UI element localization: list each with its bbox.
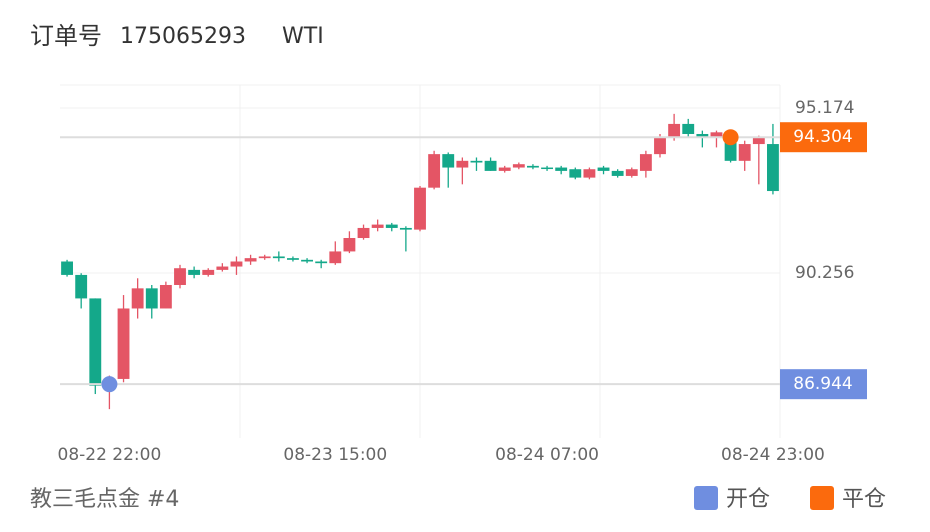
- candle-body: [611, 170, 624, 176]
- candle-body: [329, 251, 342, 264]
- legend-label: 平仓: [842, 487, 886, 512]
- order-label: 订单号: [30, 22, 102, 50]
- candle-body: [654, 137, 666, 155]
- candle-body: [625, 169, 638, 176]
- candle-body: [272, 256, 285, 259]
- candle-body: [202, 269, 215, 275]
- x-tick-label: 08-24 23:00: [721, 445, 825, 465]
- candle-body: [555, 167, 568, 171]
- candle-body: [442, 154, 455, 168]
- candle-body: [399, 227, 412, 230]
- candle-body: [456, 160, 469, 168]
- candle-body: [541, 167, 553, 170]
- price-label: 86.944: [793, 374, 852, 394]
- y-tick-label: 95.174: [795, 98, 854, 118]
- candle-body: [75, 274, 88, 299]
- candle-body: [371, 224, 384, 228]
- trade-marker: [101, 376, 118, 393]
- candle-body: [696, 133, 709, 138]
- candle-body: [569, 169, 582, 178]
- candle-body: [159, 284, 172, 309]
- candle-body: [512, 164, 525, 168]
- legend-swatch: [694, 486, 718, 510]
- x-tick-label: 08-22 22:00: [58, 445, 162, 465]
- candle-body: [484, 160, 497, 171]
- candle-body: [244, 258, 257, 262]
- candle-body: [357, 227, 370, 239]
- trade-marker: [722, 129, 739, 146]
- footer: 教三毛点金 #4: [30, 487, 179, 512]
- symbol: WTI: [282, 24, 324, 49]
- price-label: 94.304: [793, 127, 852, 147]
- x-tick-label: 08-24 07:00: [495, 445, 599, 465]
- candle-body: [597, 167, 610, 171]
- candle-body: [498, 167, 511, 171]
- candle-body: [343, 238, 356, 252]
- candle-body: [117, 308, 130, 379]
- candle-body: [583, 169, 596, 178]
- order-number: 175065293: [120, 24, 246, 49]
- candle-body: [216, 266, 229, 270]
- candle-body: [470, 160, 483, 163]
- legend-label: 开仓: [726, 487, 770, 512]
- candle-body: [287, 258, 299, 260]
- candle-body: [301, 259, 313, 262]
- candle-body: [639, 154, 652, 171]
- candle-body: [710, 132, 723, 138]
- candle-body: [752, 137, 765, 145]
- candle-body: [131, 288, 144, 309]
- candle-body: [724, 133, 737, 161]
- candle-body: [527, 165, 539, 168]
- candle-body: [145, 288, 158, 309]
- candle-body: [89, 298, 102, 386]
- candle-body: [738, 144, 751, 161]
- price-box: [780, 369, 867, 400]
- candle-body: [682, 123, 695, 134]
- price-box: [780, 122, 867, 153]
- legend-swatch: [810, 486, 834, 510]
- candle-body: [767, 144, 779, 192]
- y-tick-label: 90.256: [795, 263, 854, 283]
- candle-body: [414, 187, 426, 230]
- candle-body: [315, 261, 328, 264]
- candle-body: [668, 123, 681, 138]
- candle-body: [428, 154, 441, 188]
- candle-body: [61, 261, 73, 275]
- candle-body: [385, 224, 398, 228]
- candle-body: [188, 269, 201, 275]
- candle-body: [258, 256, 271, 259]
- candle-body: [230, 261, 243, 267]
- candle-body: [174, 268, 186, 285]
- x-tick-label: 08-23 15:00: [283, 445, 387, 465]
